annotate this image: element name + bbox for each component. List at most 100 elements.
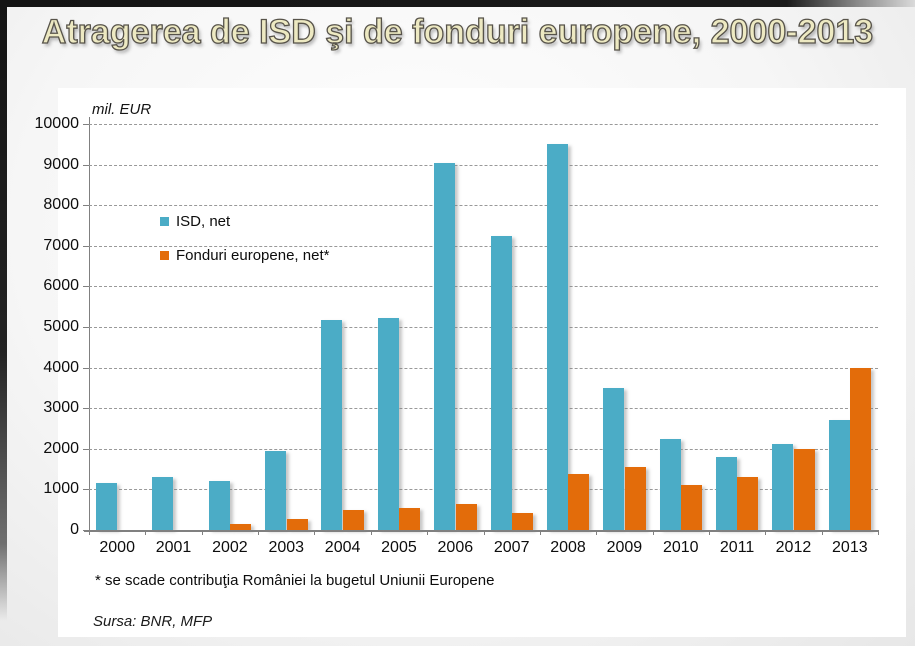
chart-source: Sursa: BNR, MFP — [93, 613, 213, 630]
bar-fonduri-2013 — [850, 367, 872, 530]
y-axis-tick — [83, 448, 89, 450]
category-2008 — [540, 124, 596, 530]
x-axis-line — [84, 530, 879, 532]
bar-isd-2006 — [434, 162, 456, 530]
x-axis-tick — [145, 530, 147, 535]
category-2000 — [89, 124, 145, 530]
y-axis-tick — [83, 205, 89, 207]
slide-top-frame — [0, 0, 915, 7]
legend-item-isd: ISD, net — [160, 213, 329, 230]
x-axis-tick — [765, 530, 767, 535]
y-tick-label: 7000 — [43, 236, 79, 254]
legend-label-isd: ISD, net — [176, 213, 231, 230]
legend-item-fonduri: Fonduri europene, net* — [160, 247, 329, 264]
bar-isd-2000 — [96, 483, 117, 530]
gridline-10000 — [89, 124, 878, 125]
x-axis-tick — [258, 530, 260, 535]
legend-label-fonduri: Fonduri europene, net* — [176, 247, 330, 264]
category-2007 — [484, 124, 540, 530]
bar-fonduri-2007 — [512, 512, 533, 530]
bar-isd-2013 — [828, 419, 850, 530]
y-axis-tick — [83, 245, 89, 247]
y-tick-label: 4000 — [43, 358, 79, 376]
x-tick-label-2010: 2010 — [662, 539, 699, 556]
y-axis-tick — [83, 530, 89, 531]
bar-isd-2008 — [546, 144, 568, 530]
legend-marker-fonduri — [160, 251, 169, 260]
gridline-3000 — [89, 408, 878, 410]
bar-fonduri-2008 — [568, 473, 590, 530]
y-tick-label: 5000 — [43, 318, 79, 335]
plot-area: 0 1000 2000 3000 4000 5000 6000 7000 8000 9000 100… — [35, 115, 879, 556]
category-2005 — [371, 124, 427, 530]
x-tick-label-2004: 2004 — [324, 539, 361, 556]
x-axis-tick — [427, 530, 429, 535]
bar-isd-2010 — [659, 439, 681, 530]
bar-isd-2005 — [377, 318, 399, 530]
gridline-4000 — [89, 367, 878, 369]
y-axis-tick — [83, 164, 89, 166]
y-tick-label: 8000 — [43, 196, 79, 214]
category-2002 — [202, 124, 258, 530]
category-2011 — [709, 124, 765, 530]
slide-title: Atragerea de ISD şi de fonduri europene,… — [41, 12, 874, 51]
x-axis-tick — [483, 530, 485, 535]
bar-isd-2004 — [321, 319, 343, 530]
category-2012 — [765, 124, 821, 530]
x-axis-tick — [314, 530, 316, 535]
x-axis-tick — [201, 530, 203, 535]
y-axis-tick — [83, 286, 89, 288]
y-tick-label: 6000 — [43, 277, 79, 295]
x-axis-tick — [539, 530, 541, 535]
gridline-5000 — [89, 327, 878, 328]
bar-isd-2009 — [603, 388, 625, 530]
x-tick-label-2012: 2012 — [775, 539, 812, 556]
y-tick-label: 2000 — [43, 439, 79, 457]
y-tick-label: 3000 — [43, 399, 79, 417]
x-tick-label-2013: 2013 — [832, 539, 868, 556]
x-axis-tick — [821, 530, 823, 535]
y-axis-tick — [83, 408, 89, 410]
gridline-2000 — [89, 448, 878, 450]
bar-fonduri-2012 — [793, 448, 815, 530]
gridline-7000 — [89, 245, 878, 247]
x-axis-tick — [878, 530, 879, 535]
category-2006 — [427, 124, 483, 530]
category-2001 — [145, 124, 201, 530]
x-tick-label-2000: 2000 — [99, 539, 135, 556]
category-2003 — [258, 124, 314, 530]
bar-fonduri-2011 — [737, 477, 759, 530]
bar-fonduri-2005 — [399, 507, 421, 530]
y-axis-tick — [83, 489, 89, 491]
chart-panel — [58, 88, 906, 637]
x-tick-label-2007: 2007 — [493, 539, 530, 556]
bar-fonduri-2006 — [455, 503, 477, 530]
category-2013 — [822, 124, 878, 530]
category-2004 — [314, 124, 370, 530]
bar-isd-2003 — [265, 450, 287, 530]
category-2009 — [596, 124, 652, 530]
x-tick-label-2001: 2001 — [155, 539, 192, 556]
y-axis-unit-label: mil. EUR — [92, 101, 152, 118]
y-tick-label: 10000 — [34, 115, 80, 132]
category-2010 — [653, 124, 709, 530]
chart-footnote: * se scade contribuţia României la buget… — [95, 572, 495, 589]
x-tick-label-2011: 2011 — [719, 539, 755, 556]
x-axis-tick — [596, 530, 598, 535]
y-tick-label: 0 — [70, 521, 79, 538]
y-tick-label: 1000 — [43, 480, 79, 498]
x-tick-label-2009: 2009 — [606, 539, 643, 556]
x-axis-tick — [708, 530, 710, 535]
bar-fonduri-2002 — [230, 523, 252, 530]
y-tick-label: 9000 — [43, 155, 79, 173]
y-axis-tick — [83, 367, 89, 369]
bar-fonduri-2010 — [681, 484, 703, 530]
x-tick-label-2002: 2002 — [212, 539, 248, 556]
x-tick-label-2003: 2003 — [268, 539, 305, 556]
bar-fonduri-2004 — [342, 510, 364, 530]
bar-isd-2001 — [152, 477, 174, 530]
bar-isd-2007 — [490, 235, 512, 530]
bar-isd-2012 — [772, 443, 794, 530]
gridline-1000 — [89, 489, 878, 491]
y-axis-line — [89, 117, 90, 530]
